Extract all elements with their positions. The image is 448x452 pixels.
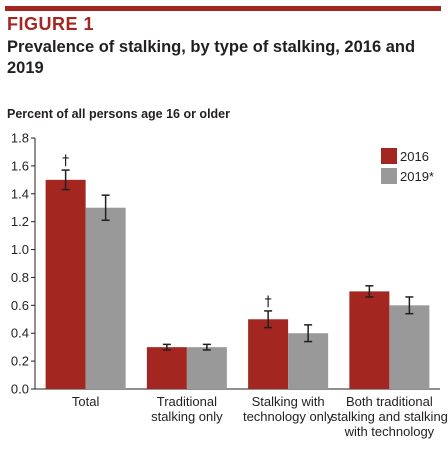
category-label: Both traditional [346,394,433,409]
legend-item-2019: 2019* [381,166,434,186]
bar-2019-0 [85,207,126,389]
chart-title: Prevalence of stalking, by type of stalk… [7,38,416,77]
y-tick-label: 0.6 [11,298,29,313]
top-rule [5,6,441,11]
legend-swatch-2019 [381,168,397,184]
bar-2019-2 [288,333,329,389]
significance-marker: † [265,294,272,310]
figure-label: FIGURE 1 [7,14,95,34]
bar-2016-3 [349,291,390,389]
legend: 2016 2019* [381,146,434,186]
y-tick-label: 1.8 [11,131,29,146]
bar-2019-3 [389,305,430,389]
category-label: technology only [243,409,334,424]
legend-label-2019: 2019* [400,168,434,184]
bar-2016-1 [146,347,187,389]
y-tick-label: 1.6 [11,158,29,173]
bar-2016-0 [45,179,86,389]
bar-2019-1 [186,347,227,389]
category-label: Total [72,394,100,409]
y-tick-label: 1.2 [11,214,29,229]
category-label: Traditional [157,394,217,409]
category-label: with technology [344,424,435,439]
category-label: Stalking with [252,394,325,409]
y-axis-unit-label: Percent of all persons age 16 or older [7,107,230,121]
bar-2016-2 [248,319,289,389]
legend-swatch-2016 [381,148,397,164]
y-tick-label: 0.4 [11,326,29,341]
y-tick-label: 0.2 [11,354,29,369]
legend-label-2016: 2016 [400,148,429,164]
y-tick-label: 0.0 [11,382,29,397]
legend-item-2016: 2016 [381,146,434,166]
category-label: stalking and stalking [331,409,448,424]
y-tick-label: 1.0 [11,242,29,257]
y-tick-label: 1.4 [11,186,29,201]
significance-marker: † [62,153,69,169]
y-tick-label: 0.8 [11,270,29,285]
category-label: stalking only [151,409,223,424]
